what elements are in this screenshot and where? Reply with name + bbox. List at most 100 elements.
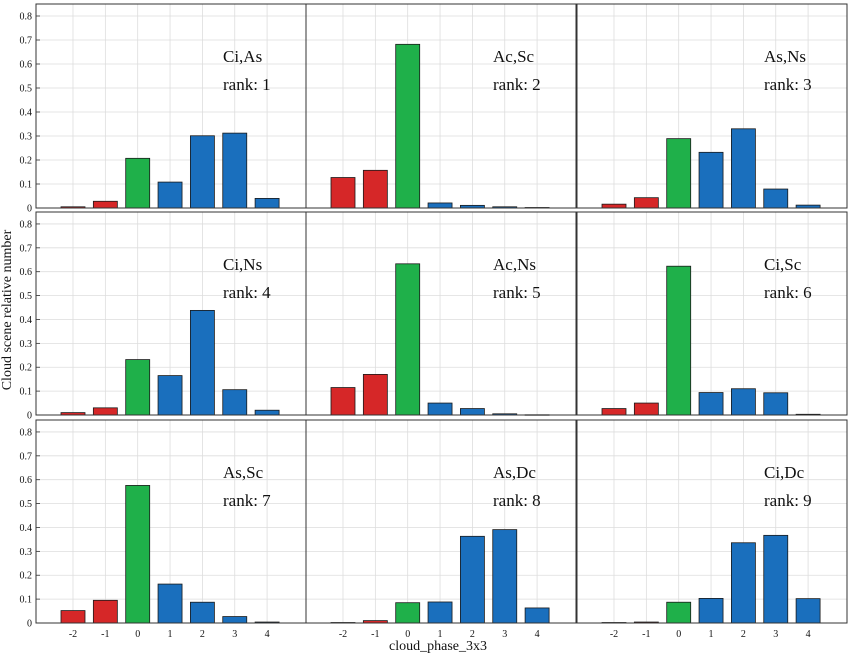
x-tick-label: 3 xyxy=(232,629,237,640)
bar--1 xyxy=(92,407,118,416)
bar--2 xyxy=(330,177,356,209)
panel-title: As,Sc xyxy=(223,463,264,482)
bar--2 xyxy=(601,408,627,416)
x-tick-label: -2 xyxy=(610,629,618,640)
x-tick-label: 3 xyxy=(773,629,778,640)
bar-1 xyxy=(157,375,183,416)
bar--2 xyxy=(601,203,627,209)
panel-frame xyxy=(305,3,577,209)
bar--2 xyxy=(330,387,356,416)
panel-frame xyxy=(35,3,307,209)
bar-2 xyxy=(189,601,215,624)
y-tick-label: 0.4 xyxy=(20,108,33,119)
panel-frame xyxy=(305,419,577,624)
y-tick-label: 0.2 xyxy=(20,571,33,582)
bar-0 xyxy=(395,263,421,416)
y-tick-label: 0 xyxy=(27,204,32,215)
y-tick-label: 0.4 xyxy=(20,315,33,326)
x-tick-label: 2 xyxy=(200,629,205,640)
bar-3 xyxy=(492,529,518,624)
bar-0 xyxy=(125,359,151,416)
x-tick-label: 4 xyxy=(265,629,270,640)
bar--1 xyxy=(633,197,659,209)
y-tick-label: 0.8 xyxy=(20,427,33,438)
bar-3 xyxy=(763,392,789,416)
y-tick-label: 0.1 xyxy=(20,595,33,606)
y-tick-label: 0.8 xyxy=(20,219,33,230)
bar-1 xyxy=(698,392,724,416)
panel-3: As,Ns rank: 3 xyxy=(576,3,848,209)
panel-4: 0 0.1 0.2 0.3 0.4 0.5 0.6 0.7 0.8 Ci,Ns rank: 4 xyxy=(20,211,307,422)
y-tick-label: 0.4 xyxy=(20,523,33,534)
x-tick-label: -2 xyxy=(69,629,77,640)
y-tick-label: 0.5 xyxy=(20,84,33,95)
bar-3 xyxy=(222,132,248,209)
y-tick-label: 0.3 xyxy=(20,132,33,143)
panel-grid: 0 0.1 0.2 0.3 0.4 0.5 0.6 0.7 0.8 Ci,As rank: 1 Ac,… xyxy=(20,3,848,640)
panel-rank: rank: 3 xyxy=(764,75,812,94)
panel-title: Ci,Dc xyxy=(764,463,805,482)
y-tick-label: 0.2 xyxy=(20,363,33,374)
bar-2 xyxy=(731,128,756,209)
x-tick-label: 0 xyxy=(135,629,140,640)
panel-frame xyxy=(576,211,848,416)
panel-title: As,Ns xyxy=(764,47,806,66)
panel-rank: rank: 4 xyxy=(223,283,271,302)
x-tick-label: -2 xyxy=(339,629,347,640)
x-tick-label: 1 xyxy=(438,629,443,640)
y-tick-label: 0.6 xyxy=(20,60,33,71)
bar-1 xyxy=(157,583,183,624)
y-tick-label: 0.8 xyxy=(20,12,33,23)
bar-1 xyxy=(698,151,724,209)
y-tick-label: 0.1 xyxy=(20,387,33,398)
panel-frame xyxy=(576,3,848,209)
bar-3 xyxy=(763,534,789,624)
x-tick-label: 2 xyxy=(470,629,475,640)
bar--1 xyxy=(92,200,118,209)
y-tick-label: 0.5 xyxy=(20,499,33,510)
panel-rank: rank: 8 xyxy=(493,491,541,510)
y-tick-label: 0.7 xyxy=(20,451,33,462)
x-tick-label: 0 xyxy=(405,629,410,640)
bar-3 xyxy=(763,188,789,209)
bar-3 xyxy=(222,389,248,416)
bar-3 xyxy=(222,616,248,624)
bar--1 xyxy=(92,599,118,624)
x-tick-label: 3 xyxy=(502,629,507,640)
panel-title: Ci,Sc xyxy=(764,255,802,274)
panel-title: As,Dc xyxy=(493,463,536,482)
bar-1 xyxy=(698,598,724,624)
x-tick-label: -1 xyxy=(642,629,650,640)
bar-4 xyxy=(795,598,821,624)
panel-1: 0 0.1 0.2 0.3 0.4 0.5 0.6 0.7 0.8 Ci,As rank: 1 xyxy=(20,3,307,215)
bar-2 xyxy=(731,388,756,416)
y-axis-label: Cloud scene relative number xyxy=(0,229,15,390)
bar-1 xyxy=(427,601,453,624)
y-tick-label: 0.2 xyxy=(20,156,33,167)
panel-2: Ac,Sc rank: 2 xyxy=(305,3,577,209)
bar-1 xyxy=(427,402,453,416)
panel-title: Ac,Ns xyxy=(493,255,536,274)
bar--1 xyxy=(633,402,659,416)
x-tick-label: 4 xyxy=(535,629,540,640)
bar--1 xyxy=(362,373,388,416)
bar-0 xyxy=(125,485,151,624)
x-tick-label: -1 xyxy=(101,629,109,640)
y-tick-label: 0.3 xyxy=(20,339,33,350)
y-tick-label: 0.7 xyxy=(20,243,33,254)
panel-frame xyxy=(576,419,848,624)
x-tick-label: 1 xyxy=(709,629,714,640)
panel-7: 0 0.1 0.2 0.3 0.4 0.5 0.6 0.7 0.8 -2 -1 0 1 2 3 4 As,Sc r… xyxy=(20,419,307,640)
panel-rank: rank: 7 xyxy=(223,491,271,510)
bar-1 xyxy=(427,202,453,209)
panel-frame xyxy=(305,211,577,416)
y-tick-label: 0.3 xyxy=(20,547,33,558)
bar-0 xyxy=(666,138,692,209)
bar--2 xyxy=(60,610,86,624)
x-tick-label: 1 xyxy=(168,629,173,640)
y-tick-label: 0.5 xyxy=(20,291,33,302)
bar-2 xyxy=(189,309,215,416)
panel-rank: rank: 5 xyxy=(493,283,541,302)
x-tick-label: -1 xyxy=(371,629,379,640)
bar-2 xyxy=(459,535,485,624)
